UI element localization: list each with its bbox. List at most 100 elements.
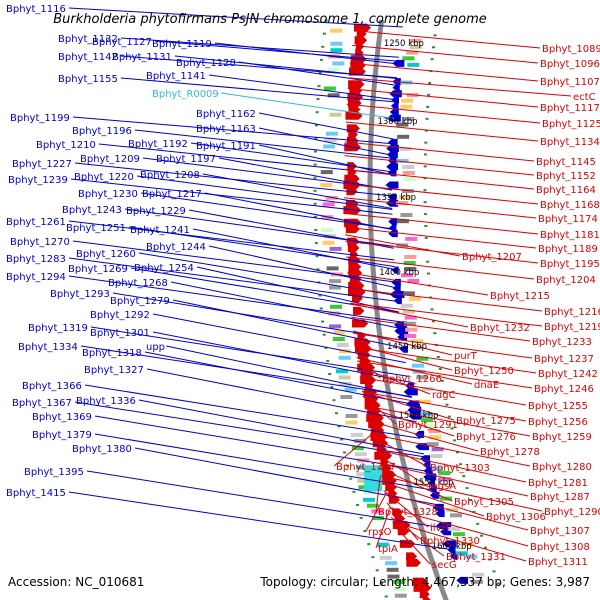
right-gene-label[interactable]: Bphyt_1266: [382, 374, 442, 385]
right-gene-label[interactable]: Bphyt_1255: [528, 401, 588, 412]
left-gene-label[interactable]: Bphyt_1163: [196, 124, 256, 135]
left-gene-label[interactable]: Bphyt_1241: [130, 225, 190, 236]
right-gene-label[interactable]: Bphyt_1256: [528, 417, 588, 428]
left-gene-label[interactable]: Bphyt_1217: [142, 189, 202, 200]
right-gene-label[interactable]: Bphyt_1250: [454, 366, 514, 377]
left-gene-label[interactable]: Bphyt_1243: [62, 205, 122, 216]
right-gene-label[interactable]: Bphyt_1278: [480, 447, 540, 458]
right-gene-label[interactable]: Bphyt_1232: [470, 323, 530, 334]
right-gene-label[interactable]: Bphyt_1189: [538, 244, 598, 255]
left-gene-label[interactable]: Bphyt_1197: [156, 154, 216, 165]
right-gene-label[interactable]: Bphyt_1330: [420, 536, 480, 547]
right-gene-label[interactable]: Bphyt_1216: [544, 307, 600, 318]
left-gene-label[interactable]: Bphyt_1227: [12, 159, 72, 170]
left-gene-label[interactable]: Bphyt_1269: [68, 264, 128, 275]
right-gene-label[interactable]: secG: [432, 560, 457, 571]
left-gene-label[interactable]: Bphyt_1119: [152, 39, 212, 50]
right-gene-label[interactable]: Bphyt_1168: [540, 200, 600, 211]
left-gene-label[interactable]: Bphyt_1379: [32, 430, 92, 441]
left-gene-label[interactable]: Bphyt_1268: [108, 278, 168, 289]
left-gene-label[interactable]: Bphyt_1191: [196, 141, 256, 152]
left-gene-label[interactable]: Bphyt_1142: [58, 52, 118, 63]
left-gene-label[interactable]: Bphyt_1380: [72, 444, 132, 455]
left-gene-label[interactable]: Bphyt_1279: [110, 296, 170, 307]
right-gene-label[interactable]: Bphyt_1096: [540, 59, 600, 70]
left-gene-label[interactable]: Bphyt_1292: [90, 310, 150, 321]
right-gene-label[interactable]: Bphyt_1215: [490, 291, 550, 302]
right-gene-label[interactable]: Bphyt_1242: [538, 369, 598, 380]
right-gene-label[interactable]: rdgC: [432, 390, 456, 401]
right-gene-label[interactable]: Bphyt_1117: [540, 103, 600, 114]
right-gene-label[interactable]: Bphyt_1152: [536, 171, 596, 182]
left-gene-label[interactable]: Bphyt_1239: [8, 175, 68, 186]
right-gene-label[interactable]: Bphyt_1281: [528, 478, 588, 489]
right-gene-label[interactable]: Bphyt_1181: [540, 230, 600, 241]
left-gene-label[interactable]: Bphyt_1210: [36, 140, 96, 151]
right-gene-label[interactable]: Bphyt_1275: [456, 416, 516, 427]
left-gene-label[interactable]: Bphyt_1196: [72, 126, 132, 137]
left-gene-label[interactable]: upp: [146, 342, 165, 353]
right-gene-label[interactable]: Bphyt_1328: [378, 507, 438, 518]
left-gene-label[interactable]: Bphyt_1367: [12, 398, 72, 409]
left-gene-label[interactable]: Bphyt_1294: [6, 272, 66, 283]
left-gene-label[interactable]: Bphyt_1318: [82, 348, 142, 359]
right-gene-label[interactable]: Bphyt_1145: [536, 157, 596, 168]
right-gene-label[interactable]: Bphyt_1311: [528, 557, 588, 568]
left-gene-label[interactable]: Bphyt_1208: [140, 170, 200, 181]
right-gene-label[interactable]: Bphyt_1233: [532, 337, 592, 348]
right-gene-label[interactable]: rpsO: [368, 527, 392, 538]
left-gene-label[interactable]: Bphyt_1209: [80, 154, 140, 165]
left-gene-label[interactable]: Bphyt_1261: [6, 217, 66, 228]
right-gene-label[interactable]: Bphyt_1089: [542, 44, 600, 55]
left-gene-label[interactable]: Bphyt_1251: [66, 223, 126, 234]
right-gene-label[interactable]: Bphyt_1290: [544, 507, 600, 518]
right-gene-label[interactable]: Bphyt_1164: [536, 185, 596, 196]
left-gene-label[interactable]: Bphyt_1155: [58, 74, 118, 85]
right-gene-label[interactable]: Bphyt_1125: [542, 119, 600, 130]
left-gene-label[interactable]: Bphyt_1127: [92, 37, 152, 48]
left-gene-label[interactable]: Bphyt_R0009: [152, 89, 219, 100]
right-gene-label[interactable]: Bphyt_1259: [532, 432, 592, 443]
right-gene-label[interactable]: Bphyt_1317: [336, 462, 396, 473]
right-gene-label[interactable]: Bphyt_1174: [538, 214, 598, 225]
right-gene-label[interactable]: ilvH: [430, 523, 449, 534]
right-gene-label[interactable]: Bphyt_1204: [536, 275, 596, 286]
left-gene-label[interactable]: Bphyt_1116: [6, 4, 66, 15]
right-gene-label[interactable]: Bphyt_1306: [486, 512, 546, 523]
left-gene-label[interactable]: Bphyt_1132: [58, 34, 118, 45]
left-gene-label[interactable]: Bphyt_1366: [22, 381, 82, 392]
left-gene-label[interactable]: Bphyt_1334: [18, 342, 78, 353]
left-gene-label[interactable]: Bphyt_1293: [50, 289, 110, 300]
left-gene-label[interactable]: Bphyt_1415: [6, 488, 66, 499]
right-gene-label[interactable]: Bphyt_1291: [398, 420, 458, 431]
left-gene-label[interactable]: Bphyt_1283: [6, 254, 66, 265]
right-gene-label[interactable]: dnaE: [474, 380, 499, 391]
right-gene-label[interactable]: Bphyt_1219: [544, 322, 600, 333]
left-gene-label[interactable]: Bphyt_1395: [24, 467, 84, 478]
left-gene-label[interactable]: Bphyt_1260: [76, 249, 136, 260]
left-gene-label[interactable]: Bphyt_1192: [128, 139, 188, 150]
left-gene-label[interactable]: Bphyt_1131: [112, 52, 172, 63]
right-gene-label[interactable]: tpiA: [378, 544, 398, 555]
right-gene-label[interactable]: Bphyt_1237: [534, 354, 594, 365]
left-gene-label[interactable]: Bphyt_1319: [28, 323, 88, 334]
right-gene-label[interactable]: Bphyt_1287: [530, 492, 590, 503]
left-gene-label[interactable]: Bphyt_1220: [74, 172, 134, 183]
right-gene-label[interactable]: ectC: [573, 92, 596, 103]
left-gene-label[interactable]: Bphyt_1301: [90, 328, 150, 339]
right-gene-label[interactable]: purT: [454, 351, 478, 362]
right-gene-label[interactable]: Bphyt_1107: [540, 77, 600, 88]
right-gene-label[interactable]: Bphyt_1280: [532, 462, 592, 473]
left-gene-label[interactable]: Bphyt_1327: [84, 365, 144, 376]
left-gene-label[interactable]: Bphyt_1254: [134, 263, 194, 274]
right-gene-label[interactable]: Bphyt_1331: [446, 552, 506, 563]
left-gene-label[interactable]: Bphyt_1230: [78, 189, 138, 200]
right-gene-label[interactable]: Bphyt_1308: [530, 542, 590, 553]
left-gene-label[interactable]: Bphyt_1229: [126, 206, 186, 217]
right-gene-label[interactable]: Bphyt_1307: [530, 526, 590, 537]
left-gene-label[interactable]: Bphyt_1270: [10, 237, 70, 248]
right-gene-label[interactable]: Bphyt_1134: [540, 137, 600, 148]
left-gene-label[interactable]: Bphyt_1199: [10, 113, 70, 124]
right-gene-label[interactable]: Bphyt_1276: [456, 432, 516, 443]
right-gene-label[interactable]: Bphyt_1207: [462, 252, 522, 263]
